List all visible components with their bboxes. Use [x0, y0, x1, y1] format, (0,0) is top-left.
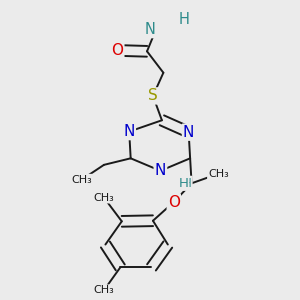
Text: N: N [145, 22, 156, 37]
Text: O: O [168, 194, 180, 209]
Text: H: H [178, 12, 189, 27]
Text: CH₃: CH₃ [208, 169, 229, 179]
Text: O: O [111, 43, 123, 58]
Text: H: H [178, 12, 189, 27]
Text: H: H [179, 177, 189, 190]
Text: N: N [155, 163, 166, 178]
Text: N: N [183, 125, 194, 140]
Text: CH₃: CH₃ [94, 285, 114, 295]
Text: CH₃: CH₃ [71, 175, 92, 185]
Text: S: S [148, 88, 158, 104]
Text: N: N [124, 124, 135, 139]
Text: H: H [182, 177, 192, 190]
Text: N: N [145, 22, 156, 37]
Text: CH₃: CH₃ [94, 193, 114, 202]
